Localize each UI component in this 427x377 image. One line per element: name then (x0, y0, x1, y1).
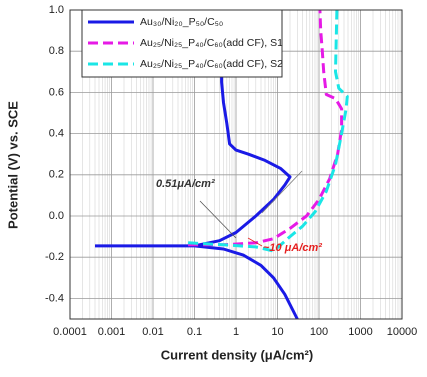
annotation-line (247, 237, 263, 247)
y-tick-label: 0.6 (49, 86, 64, 98)
series-line (188, 9, 349, 253)
plot-area (95, 9, 349, 320)
series-line (188, 9, 344, 247)
y-tick-label: 0.2 (49, 169, 64, 181)
annotation: 0.51μA/cm² (156, 178, 215, 190)
x-tick-label: 1 (233, 326, 239, 338)
legend-label: Au₃₀/Ni₂₀_P₅₀/C₅₀ (140, 16, 223, 28)
y-tick-label: 0.0 (49, 210, 64, 222)
x-tick-label: 0.01 (142, 326, 163, 338)
x-tick-label: 10000 (387, 326, 418, 338)
series-line (95, 9, 299, 320)
annotation: ~10 μA/cm² (263, 242, 322, 254)
x-tick-label: 0.001 (98, 326, 126, 338)
x-tick-label: 10 (271, 326, 283, 338)
y-tick-label: -0.2 (45, 251, 64, 263)
x-tick-label: 1000 (348, 326, 372, 338)
tafel-line (261, 170, 303, 214)
y-axis-title: Potential (V) vs. SCE (5, 101, 20, 229)
legend-label: Au₂₅/Ni₂₅_P₄₀/C₆₀(add CF), S1 (140, 37, 283, 49)
x-tick-label: 0.1 (187, 326, 202, 338)
y-tick-label: 0.4 (49, 128, 64, 140)
x-axis-title: Current density (μA/cm²) (161, 347, 313, 362)
y-tick-label: -0.4 (45, 292, 64, 304)
y-tick-label: 1.0 (49, 4, 64, 16)
y-tick-label: 0.8 (49, 45, 64, 57)
x-tick-label: 100 (310, 326, 328, 338)
x-tick-label: 0.0001 (53, 326, 87, 338)
legend-label: Au₂₅/Ni₂₅_P₄₀/C₆₀(add CF), S2 (140, 58, 283, 70)
tafel-line (199, 200, 237, 239)
